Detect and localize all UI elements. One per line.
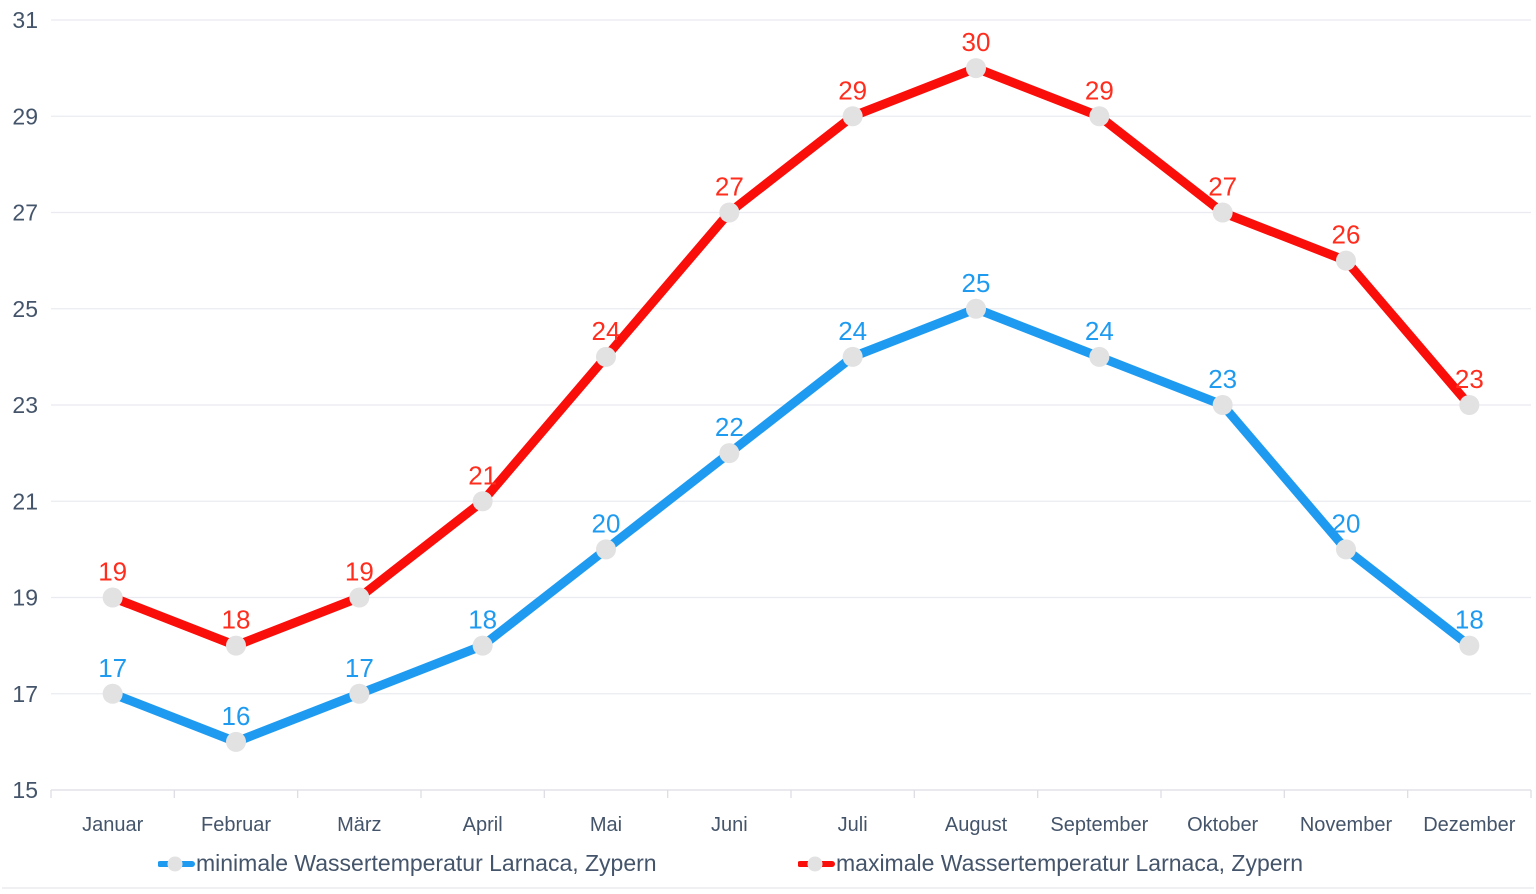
x-axis-category-label: April	[463, 814, 503, 836]
legend-label-min: minimale Wassertemperatur Larnaca, Zyper…	[196, 850, 657, 876]
data-label: 23	[1208, 364, 1237, 394]
data-point-marker	[1336, 539, 1356, 560]
data-label: 29	[1085, 75, 1114, 105]
data-point-marker	[966, 58, 986, 79]
x-axis-category-label: Juli	[838, 814, 868, 836]
data-label: 18	[468, 605, 497, 635]
legend-marker-max-icon	[798, 856, 835, 871]
data-label: 26	[1332, 220, 1361, 250]
data-label: 20	[1332, 508, 1361, 538]
x-axis-category-label: November	[1300, 814, 1393, 836]
data-label: 30	[962, 27, 991, 57]
data-point-marker	[1089, 346, 1110, 367]
y-axis-tick-label: 17	[12, 681, 38, 707]
data-label: 24	[838, 316, 867, 346]
legend-item-max: maximale Wassertemperatur Larnaca, Zyper…	[798, 850, 1303, 877]
data-label: 27	[1208, 172, 1237, 202]
data-label: 24	[1085, 316, 1114, 346]
data-label: 18	[222, 605, 251, 635]
data-label: 21	[468, 460, 497, 490]
data-point-marker	[1089, 106, 1110, 127]
data-point-marker	[596, 539, 616, 560]
x-axis-category-label: Januar	[82, 814, 143, 836]
data-label: 17	[98, 653, 127, 683]
data-point-marker	[349, 683, 370, 704]
legend-label-max: maximale Wassertemperatur Larnaca, Zyper…	[836, 850, 1303, 876]
data-label: 20	[592, 508, 621, 538]
legend-marker-min-icon	[158, 856, 195, 871]
data-point-marker	[1212, 202, 1233, 223]
y-axis-tick-label: 29	[12, 103, 38, 129]
data-point-marker	[1336, 250, 1356, 271]
data-point-marker	[349, 587, 370, 608]
y-axis-tick-label: 27	[12, 200, 38, 226]
data-label: 17	[345, 653, 374, 683]
series-line-min	[108, 304, 1474, 747]
data-label: 27	[715, 172, 744, 202]
data-label: 16	[222, 701, 251, 731]
data-label: 18	[1455, 605, 1484, 635]
y-axis-tick-label: 23	[12, 392, 38, 418]
data-point-marker	[842, 106, 863, 127]
x-axis-category-label: Mai	[590, 814, 622, 836]
y-axis-tick-label: 25	[12, 296, 38, 322]
data-label: 19	[345, 557, 374, 587]
x-axis-category-label: Oktober	[1187, 814, 1258, 836]
x-axis-category-label: Dezember	[1423, 814, 1516, 836]
data-point-marker	[226, 731, 246, 752]
data-point-marker	[719, 443, 740, 464]
data-point-marker	[1459, 395, 1480, 415]
data-label: 19	[98, 557, 127, 587]
data-label: 24	[592, 316, 621, 346]
x-axis-category-label: Februar	[201, 814, 271, 836]
y-axis-tick-label: 15	[12, 777, 38, 803]
data-point-marker	[596, 346, 616, 367]
data-point-marker	[226, 635, 246, 656]
data-label: 22	[715, 412, 744, 442]
data-point-marker	[472, 635, 493, 656]
data-point-marker	[102, 587, 123, 608]
data-label: 23	[1455, 364, 1484, 394]
data-point-marker	[102, 683, 123, 704]
x-axis-category-label: März	[337, 814, 381, 836]
x-axis-category-label: August	[945, 814, 1008, 836]
x-axis-category-label: September	[1050, 814, 1148, 836]
y-axis-tick-label: 19	[12, 585, 38, 611]
series-line-max	[108, 63, 1474, 651]
data-point-marker	[966, 298, 986, 319]
data-label: 29	[838, 75, 867, 105]
data-point-marker	[1459, 635, 1480, 656]
legend-item-min: minimale Wassertemperatur Larnaca, Zyper…	[158, 850, 657, 877]
data-point-marker	[472, 491, 493, 512]
data-point-marker	[1212, 395, 1233, 415]
y-axis-tick-label: 31	[12, 7, 38, 33]
x-axis-category-label: Juni	[711, 814, 748, 836]
data-point-marker	[719, 202, 740, 223]
data-point-marker	[842, 346, 863, 367]
y-axis-tick-label: 21	[12, 488, 38, 514]
data-label: 25	[962, 268, 991, 298]
